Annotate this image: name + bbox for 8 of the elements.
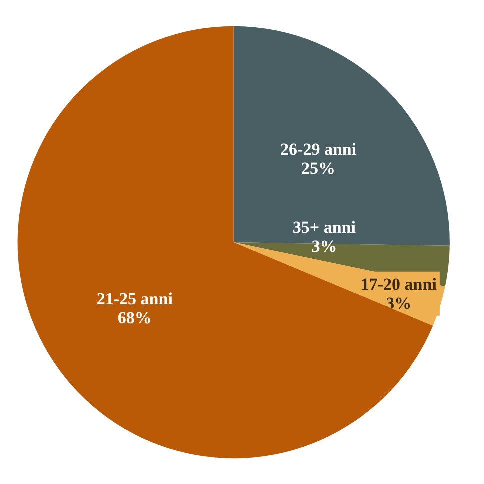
data-label: 3% [386, 294, 412, 313]
slice-label: 35+ anni [292, 218, 356, 238]
slice-label: 21-25 anni [96, 289, 174, 308]
data-label: 68% [118, 308, 152, 328]
data-label: 3% [312, 237, 338, 256]
slice-label: 17-20 anni [360, 274, 438, 294]
slice-label: 26-29 anni [280, 140, 357, 160]
data-label: 25% [302, 159, 336, 178]
